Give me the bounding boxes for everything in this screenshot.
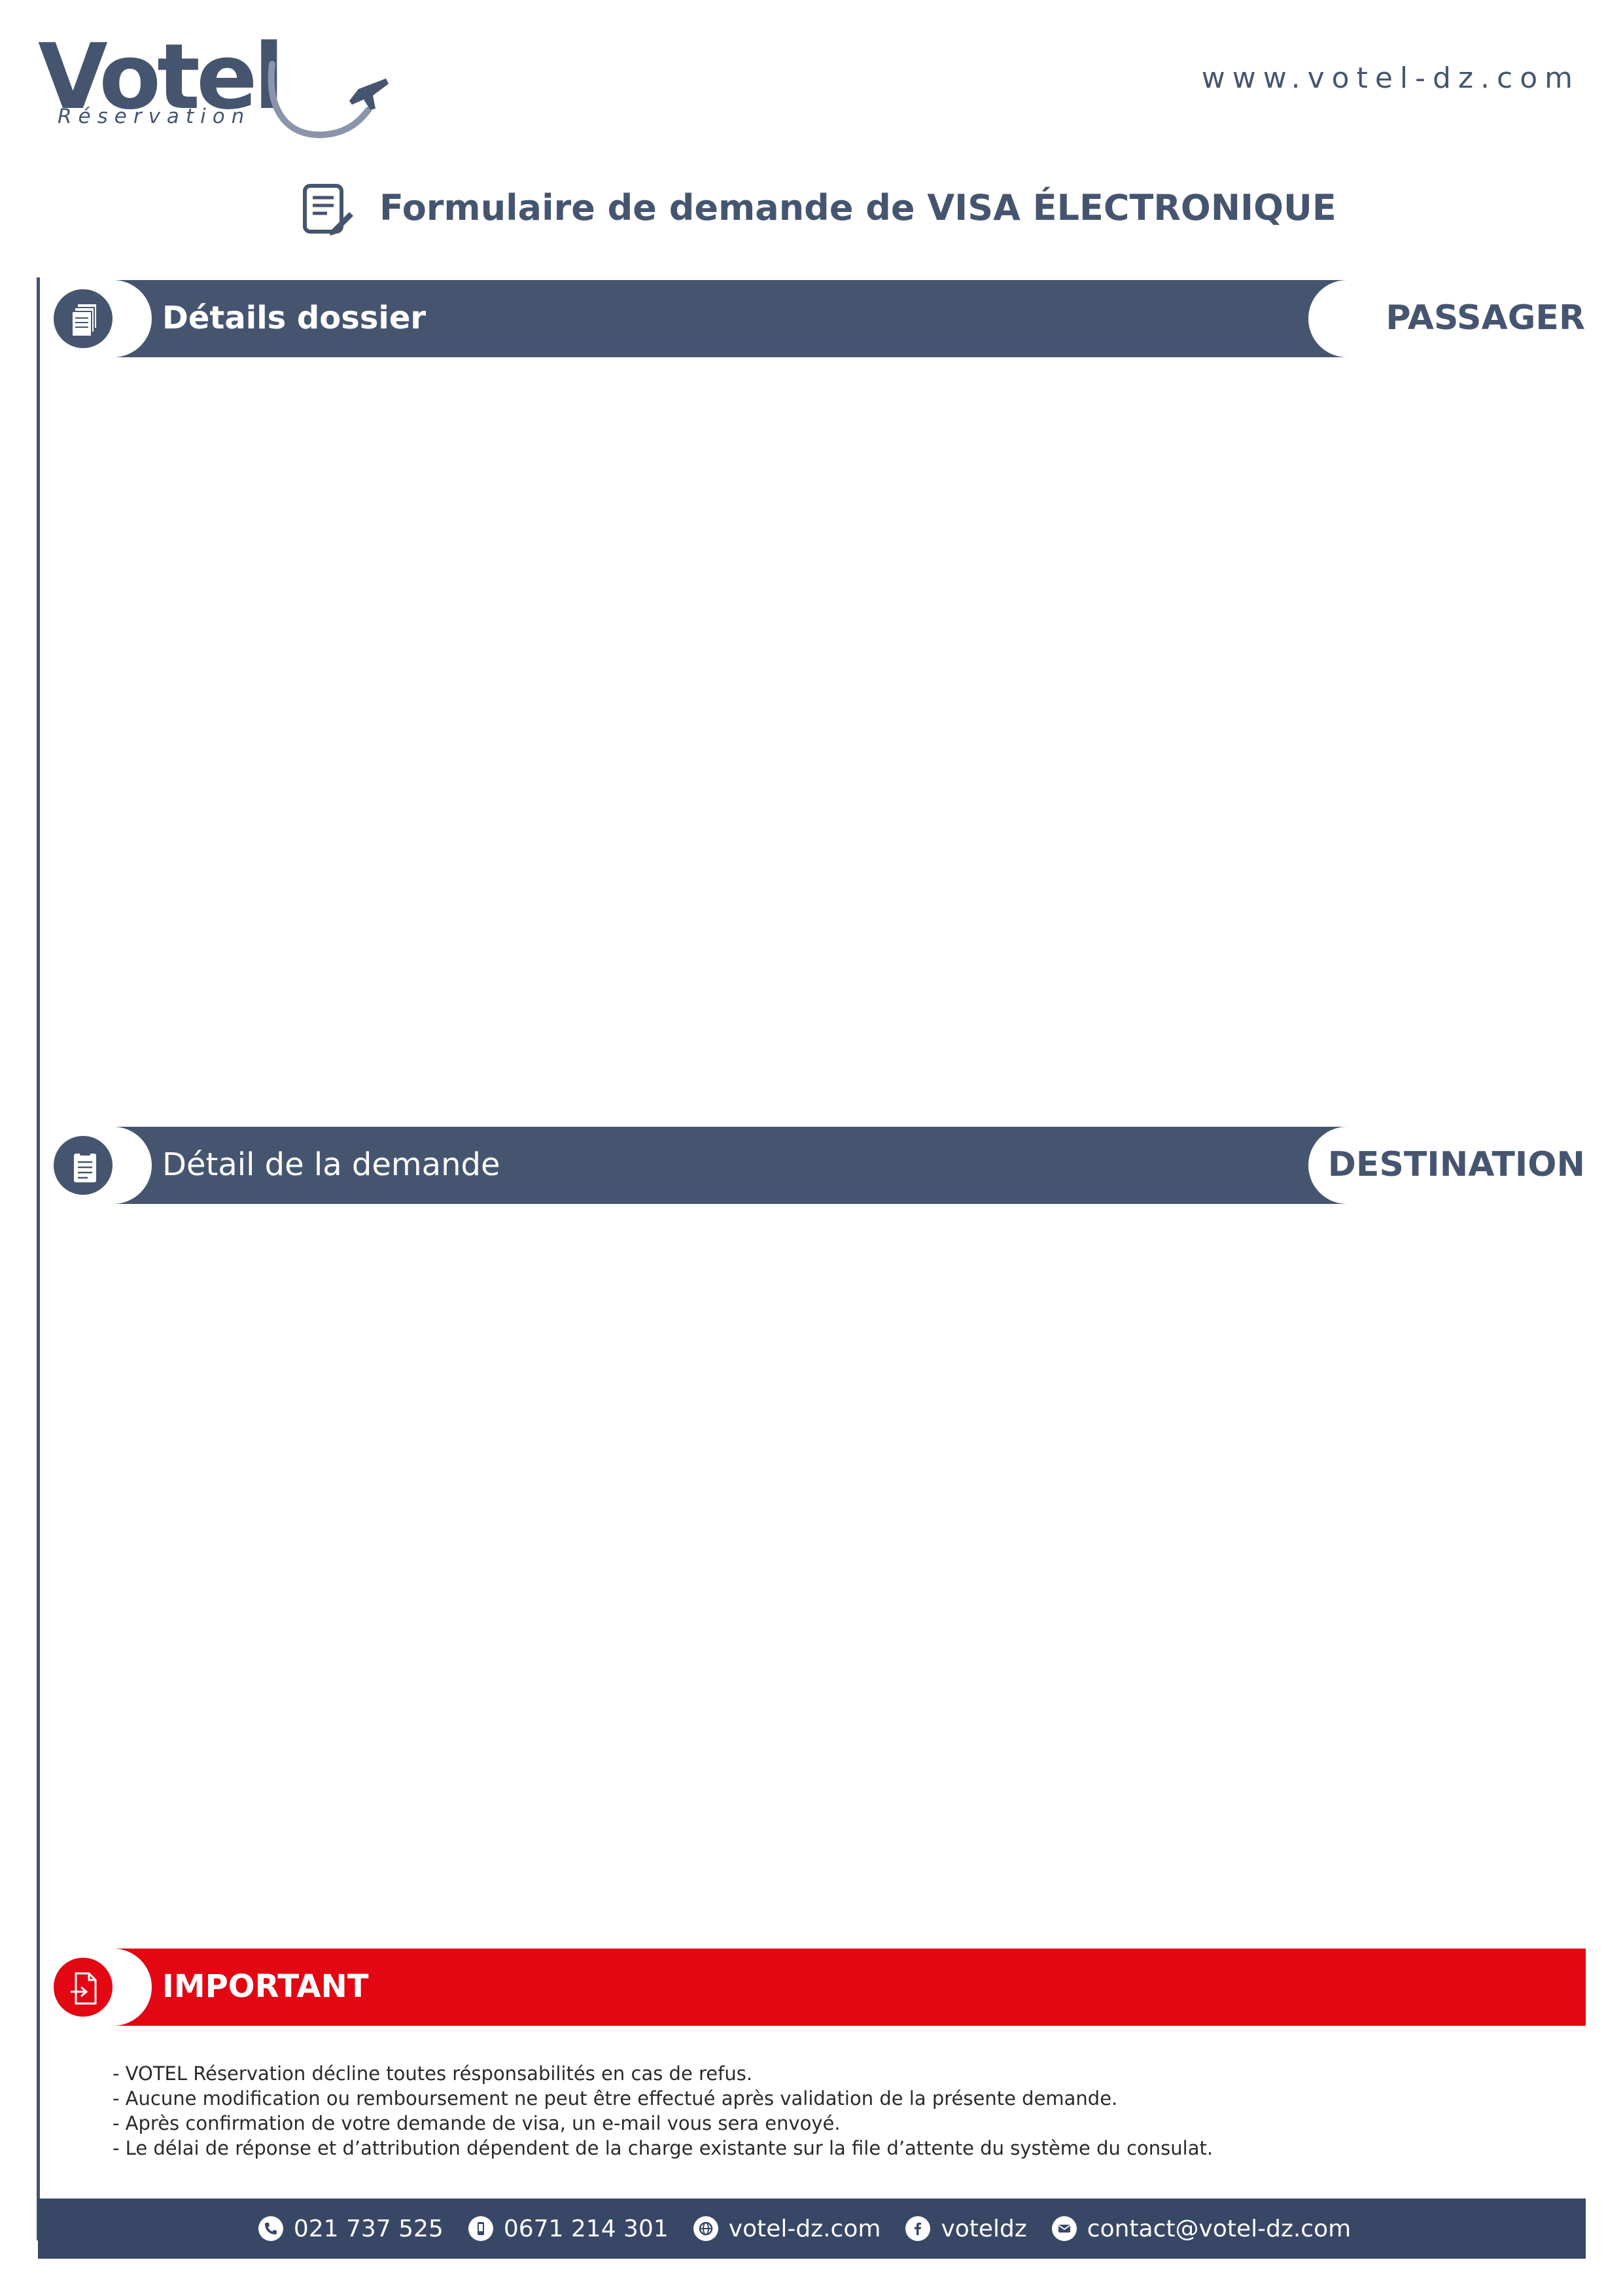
bar-cap (1308, 280, 1586, 357)
envelope-icon (1051, 2216, 1077, 2241)
clipboard-icon (51, 1133, 115, 1197)
footer-email-text: contact@votel-dz.com (1087, 2215, 1352, 2242)
section-tag-destination: DESTINATION (1327, 1145, 1585, 1184)
documents-icon (51, 287, 115, 351)
bar-fill (85, 280, 1393, 357)
footer-mobile-text: 0671 214 301 (503, 2215, 669, 2242)
note-line: - Aucune modification ou remboursement n… (113, 2087, 1118, 2110)
section-title-important: IMPORTANT (162, 1968, 369, 2005)
bar-fill (85, 1949, 1586, 2026)
section-title-demande: Détail de la demande (162, 1146, 500, 1183)
footer-email[interactable]: contact@votel-dz.com (1051, 2215, 1352, 2242)
form-title: Formulaire de demande de VISA ÉLECTRONIQ… (379, 187, 1336, 228)
left-rule (37, 277, 40, 2240)
footer-facebook-text: voteldz (941, 2215, 1027, 2242)
section-bar-important: IMPORTANT (0, 1949, 1623, 2026)
footer-web[interactable]: votel-dz.com (693, 2216, 881, 2242)
mobile-phone-icon (468, 2216, 493, 2241)
page-title: Formulaire de demande de VISA ÉLECTRONIQ… (301, 183, 1348, 236)
file-export-icon (51, 1955, 115, 2019)
footer-phone[interactable]: 021 737 525 (258, 2216, 444, 2242)
phone-icon (258, 2216, 283, 2241)
logo-wordmark: Votel (38, 24, 285, 130)
votel-logo: Votel Réservation (38, 24, 389, 139)
note-line: - Le délai de réponse et d’attribution d… (113, 2137, 1213, 2159)
section-title-dossier: Détails dossier (162, 300, 427, 336)
facebook-icon (905, 2216, 931, 2241)
bar-fill (85, 1127, 1393, 1204)
footer-phone-text: 021 737 525 (293, 2215, 444, 2242)
footer-facebook[interactable]: voteldz (905, 2215, 1027, 2242)
note-line: - Après confirmation de votre demande de… (113, 2112, 841, 2134)
important-notes: - VOTEL Réservation décline toutes réspo… (113, 2061, 1213, 2161)
footer-web-text: votel-dz.com (728, 2215, 881, 2242)
section-bar-dossier: Détails dossier PASSAGER (0, 280, 1623, 357)
website-url[interactable]: www.votel-dz.com (1201, 62, 1580, 95)
note-line: - VOTEL Réservation décline toutes réspo… (113, 2062, 753, 2085)
airplane-swoosh-icon (268, 61, 389, 139)
globe-icon (693, 2216, 718, 2241)
logo-subtitle: Réservation (58, 105, 251, 128)
footer-bar: 021 737 525 0671 214 301 votel-dz.com vo… (38, 2199, 1586, 2259)
form-edit-icon (303, 184, 353, 236)
footer-mobile[interactable]: 0671 214 301 (468, 2216, 669, 2242)
section-tag-passager: PASSAGER (1386, 298, 1585, 338)
bar-cap (1308, 1127, 1586, 1204)
section-bar-demande: Détail de la demande DESTINATION (0, 1127, 1623, 1204)
